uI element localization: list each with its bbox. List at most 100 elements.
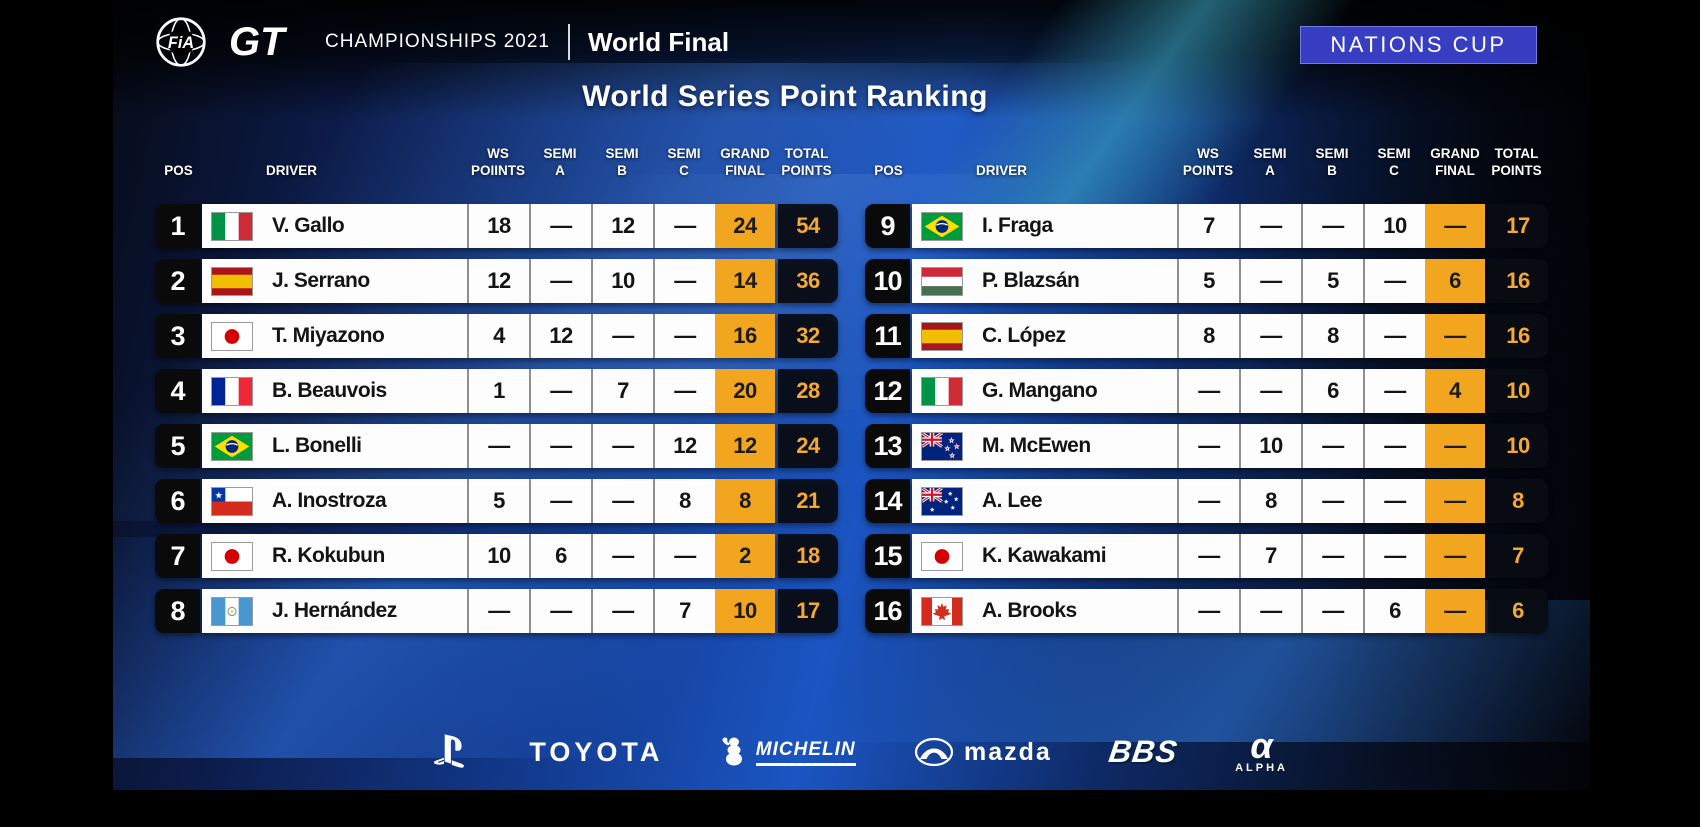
semi-b-cell: —: [1301, 479, 1363, 523]
semi-a-cell: —: [529, 424, 591, 468]
col-header-semi-a: SEMI A: [1253, 146, 1287, 179]
driver-name: J. Hernández: [272, 599, 397, 622]
table-rows: 9 I. Fraga 7 — — 10 — 17 10 P. Blazsán 5…: [865, 204, 1555, 633]
ws-points-cell: —: [1177, 589, 1239, 633]
position-cell: 10: [865, 259, 910, 303]
semi-b-cell: 7: [591, 369, 653, 413]
grand-final-cell: 4: [1425, 369, 1485, 413]
ranking-table-right: POS DRIVER WS POINTS SEMI A SEMI B SEMI …: [865, 138, 1555, 644]
semi-c-cell: —: [1363, 424, 1425, 468]
flag-brazil-icon: [921, 211, 963, 241]
semi-a-cell: —: [529, 479, 591, 523]
semi-b-cell: 12: [591, 204, 653, 248]
grand-final-cell: 2: [715, 534, 775, 578]
semi-a-cell: —: [1239, 204, 1301, 248]
ws-points-cell: 5: [467, 479, 529, 523]
col-header-semi-c: SEMI C: [667, 146, 701, 179]
ranking-table-left: POS DRIVER WS POIINTS SEMI A SEMI B SEMI…: [155, 138, 845, 644]
semi-b-cell: —: [1301, 534, 1363, 578]
total-points-cell: 16: [1488, 314, 1548, 358]
semi-b-cell: —: [1301, 204, 1363, 248]
semi-b-cell: 8: [1301, 314, 1363, 358]
driver-cell: V. Gallo: [202, 204, 467, 248]
ws-points-cell: 10: [467, 534, 529, 578]
driver-cell: ★ ★ ★ ★ M. McEwen: [912, 424, 1177, 468]
grand-final-cell: —: [1425, 534, 1485, 578]
driver-cell: I. Fraga: [912, 204, 1177, 248]
semi-a-cell: —: [1239, 259, 1301, 303]
col-header-semi-c: SEMI C: [1377, 146, 1411, 179]
svg-text:★: ★: [954, 443, 960, 450]
column-headers: POS DRIVER WS POINTS SEMI A SEMI B SEMI …: [865, 138, 1555, 180]
total-points-cell: 7: [1488, 534, 1548, 578]
total-points-cell: 10: [1488, 424, 1548, 468]
ws-points-cell: 5: [1177, 259, 1239, 303]
svg-text:GT: GT: [229, 20, 288, 64]
driver-name: P. Blazsán: [982, 269, 1080, 292]
svg-text:★: ★: [949, 437, 955, 444]
sponsor-mazda-logo: mazda: [913, 736, 1052, 768]
col-header-semi-b: SEMI B: [1315, 146, 1349, 179]
driver-name: A. Lee: [982, 489, 1043, 512]
col-header-pos: POS: [874, 163, 903, 179]
semi-c-cell: —: [1363, 259, 1425, 303]
semi-c-cell: —: [653, 369, 715, 413]
col-header-grand-final: GRAND FINAL: [1430, 146, 1480, 179]
driver-cell: R. Kokubun: [202, 534, 467, 578]
grand-final-cell: —: [1425, 589, 1485, 633]
table-row: 2 J. Serrano 12 — 10 — 14 36: [155, 259, 845, 303]
flag-japan-icon: [211, 541, 253, 571]
position-cell: 5: [155, 424, 200, 468]
col-header-semi-a: SEMI A: [543, 146, 577, 179]
semi-a-cell: —: [529, 589, 591, 633]
table-row: 12 G. Mangano — — 6 — 4 10: [865, 369, 1555, 413]
table-row: 8 J. Hernández — — — 7 10 17: [155, 589, 845, 633]
sponsor-label: TOYOTA: [529, 736, 664, 767]
table-row: 16 A. Brooks — — — 6 — 6: [865, 589, 1555, 633]
ws-points-cell: —: [467, 424, 529, 468]
grand-final-cell: 24: [715, 204, 775, 248]
driver-cell: K. Kawakami: [912, 534, 1177, 578]
semi-a-cell: —: [529, 204, 591, 248]
ws-points-cell: —: [1177, 424, 1239, 468]
position-cell: 11: [865, 314, 910, 358]
table-row: 6 ★ A. Inostroza 5 — — 8 8 21: [155, 479, 845, 523]
grand-final-cell: 12: [715, 424, 775, 468]
semi-b-cell: —: [591, 589, 653, 633]
table-row: 11 C. López 8 — 8 — — 16: [865, 314, 1555, 358]
table-rows: 1 V. Gallo 18 — 12 — 24 54 2 J. Serrano …: [155, 204, 845, 633]
driver-cell: G. Mangano: [912, 369, 1177, 413]
position-cell: 3: [155, 314, 200, 358]
grand-final-cell: —: [1425, 204, 1485, 248]
svg-text:★: ★: [949, 505, 955, 511]
semi-c-cell: —: [1363, 534, 1425, 578]
driver-name: K. Kawakami: [982, 544, 1107, 567]
position-cell: 2: [155, 259, 200, 303]
svg-text:★: ★: [947, 491, 953, 497]
total-points-cell: 54: [778, 204, 838, 248]
driver-cell: C. López: [912, 314, 1177, 358]
grand-final-cell: 6: [1425, 259, 1485, 303]
sponsor-bbs-logo: BBS: [1107, 734, 1180, 770]
flag-spain-icon: [211, 266, 253, 296]
ws-points-cell: 4: [467, 314, 529, 358]
flag-hungary-icon: [921, 266, 963, 296]
ws-points-cell: 7: [1177, 204, 1239, 248]
flag-japan-icon: [921, 541, 963, 571]
semi-a-cell: —: [529, 259, 591, 303]
michelin-icon: [721, 736, 747, 768]
col-header-total-points: TOTAL POINTS: [781, 146, 832, 179]
svg-text:★: ★: [214, 491, 223, 500]
semi-b-cell: —: [1301, 424, 1363, 468]
playstation-icon: [428, 731, 472, 773]
svg-text:★: ★: [945, 445, 951, 452]
driver-cell: J. Hernández: [202, 589, 467, 633]
total-points-cell: 6: [1488, 589, 1548, 633]
flag-australia-icon: ★ ★ ★ ★ ★: [921, 486, 963, 516]
semi-a-cell: 12: [529, 314, 591, 358]
driver-cell: A. Brooks: [912, 589, 1177, 633]
sponsor-label: BBS: [1106, 734, 1181, 769]
position-cell: 16: [865, 589, 910, 633]
position-cell: 12: [865, 369, 910, 413]
ws-points-cell: —: [467, 589, 529, 633]
